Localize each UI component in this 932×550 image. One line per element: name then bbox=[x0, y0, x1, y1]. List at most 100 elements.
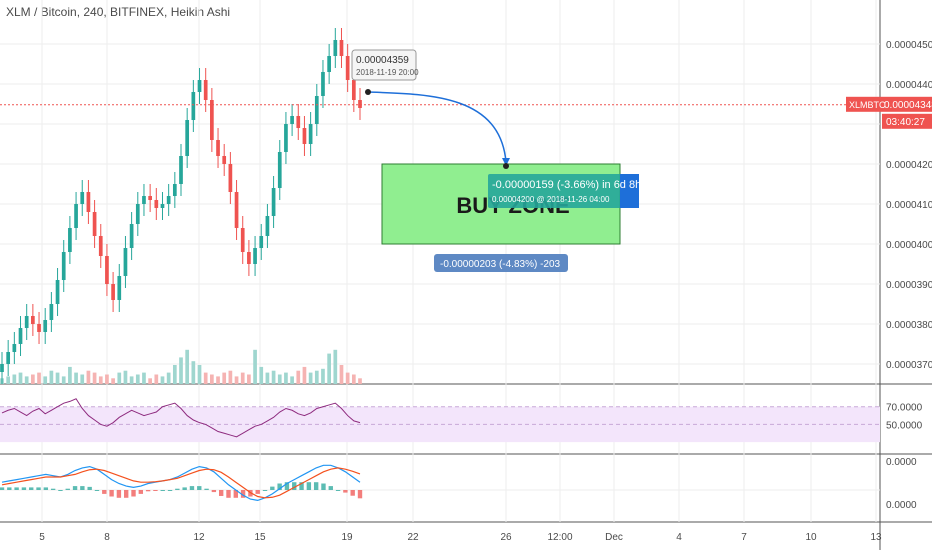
volume-bar bbox=[321, 368, 325, 384]
volume-bar bbox=[129, 376, 134, 384]
time-tick-label: 22 bbox=[407, 532, 419, 543]
candle bbox=[49, 304, 54, 320]
candle bbox=[228, 164, 233, 192]
candle bbox=[265, 216, 270, 236]
rsi-tick-label: 50.0000 bbox=[886, 420, 923, 431]
time-tick-label: 10 bbox=[805, 532, 817, 543]
arrow-head-icon bbox=[502, 158, 510, 166]
volume-bar bbox=[43, 376, 48, 384]
volume-bar bbox=[234, 376, 239, 384]
macd-histogram-bar bbox=[343, 490, 348, 493]
volume-bar bbox=[154, 374, 159, 384]
volume-bar bbox=[68, 366, 72, 384]
last-price-symbol: XLMBTC bbox=[849, 100, 886, 110]
candle bbox=[148, 196, 152, 200]
candle bbox=[259, 236, 264, 248]
candle bbox=[129, 224, 134, 248]
candle bbox=[284, 124, 288, 152]
volume-bar bbox=[351, 374, 356, 384]
volume-bar bbox=[358, 378, 362, 384]
macd-histogram-bar bbox=[299, 482, 304, 490]
candle bbox=[277, 152, 282, 188]
last-price-badge bbox=[846, 96, 932, 112]
candle bbox=[185, 120, 190, 156]
rsi-tick-label: 70.0000 bbox=[886, 403, 923, 414]
candle bbox=[216, 140, 220, 156]
projection-line-1: -0.00000159 (-3.66%) in 6d 8h bbox=[492, 179, 641, 191]
candle bbox=[98, 236, 103, 256]
volume-bar bbox=[142, 372, 146, 384]
volume-bar bbox=[179, 357, 183, 384]
volume-bar bbox=[12, 374, 17, 384]
macd-histogram-bar bbox=[109, 490, 114, 497]
macd-histogram-bar bbox=[124, 490, 129, 498]
volume-bar bbox=[247, 374, 251, 384]
candle bbox=[172, 184, 177, 196]
macd-histogram-bar bbox=[233, 490, 238, 498]
volume-bar bbox=[339, 365, 344, 384]
macd-histogram-bar bbox=[292, 482, 297, 490]
candle bbox=[105, 256, 109, 284]
volume-bar bbox=[92, 372, 97, 384]
time-tick-label: 12 bbox=[193, 532, 205, 543]
macd-histogram-bar bbox=[167, 490, 173, 491]
time-tick-label: 4 bbox=[676, 532, 682, 543]
candle bbox=[327, 56, 331, 72]
volume-bar bbox=[135, 374, 140, 384]
volume-bar bbox=[203, 372, 208, 384]
macd-histogram-bar bbox=[36, 487, 41, 490]
volume-bar bbox=[296, 370, 301, 384]
time-tick-label: 19 bbox=[341, 532, 353, 543]
countdown-value: 03:40:27 bbox=[886, 117, 925, 128]
candle bbox=[253, 248, 257, 264]
countdown-badge bbox=[882, 113, 932, 129]
projection-end-point[interactable] bbox=[503, 163, 509, 169]
volume-bar bbox=[253, 349, 257, 384]
candle bbox=[154, 200, 159, 208]
macd-histogram-bar bbox=[189, 486, 195, 490]
macd-histogram-bar bbox=[255, 490, 260, 494]
time-tick-label: 26 bbox=[500, 532, 512, 543]
candle bbox=[43, 320, 48, 332]
projection-start-point[interactable] bbox=[365, 89, 371, 95]
candle bbox=[12, 344, 17, 352]
macd-histogram-bar bbox=[182, 487, 187, 490]
volume-bar bbox=[61, 376, 66, 384]
macd-histogram-bar bbox=[138, 490, 144, 494]
volume-bar bbox=[98, 376, 103, 384]
macd-histogram-bar bbox=[102, 490, 107, 494]
macd-histogram-bar bbox=[29, 487, 34, 490]
projection-label-box bbox=[488, 174, 639, 208]
volume-bar bbox=[55, 372, 60, 384]
macd-histogram-bar bbox=[240, 490, 246, 498]
projection-line-2: 0.00004200 @ 2018-11-26 04:00 bbox=[492, 195, 610, 204]
macd-histogram-bar bbox=[357, 490, 363, 499]
projection-arrow bbox=[367, 91, 507, 163]
candle bbox=[123, 248, 128, 276]
macd-histogram-bar bbox=[226, 490, 231, 498]
candle bbox=[6, 352, 11, 364]
candle bbox=[86, 192, 91, 212]
macd-histogram-bar bbox=[262, 490, 268, 491]
candle bbox=[191, 92, 196, 120]
candle bbox=[166, 196, 171, 204]
candle bbox=[135, 204, 140, 224]
volume-bar bbox=[111, 378, 115, 384]
volume-bar bbox=[86, 370, 91, 384]
macd-histogram-bar bbox=[204, 488, 209, 490]
time-tick-label: Dec bbox=[605, 532, 623, 543]
candle bbox=[61, 252, 66, 280]
candle bbox=[68, 228, 72, 252]
volume-bar bbox=[117, 372, 122, 384]
macd-histogram-bar bbox=[284, 482, 290, 490]
volume-bar bbox=[123, 370, 128, 384]
candle bbox=[358, 100, 362, 108]
volume-bar bbox=[333, 349, 338, 384]
volume-bar bbox=[172, 365, 177, 384]
